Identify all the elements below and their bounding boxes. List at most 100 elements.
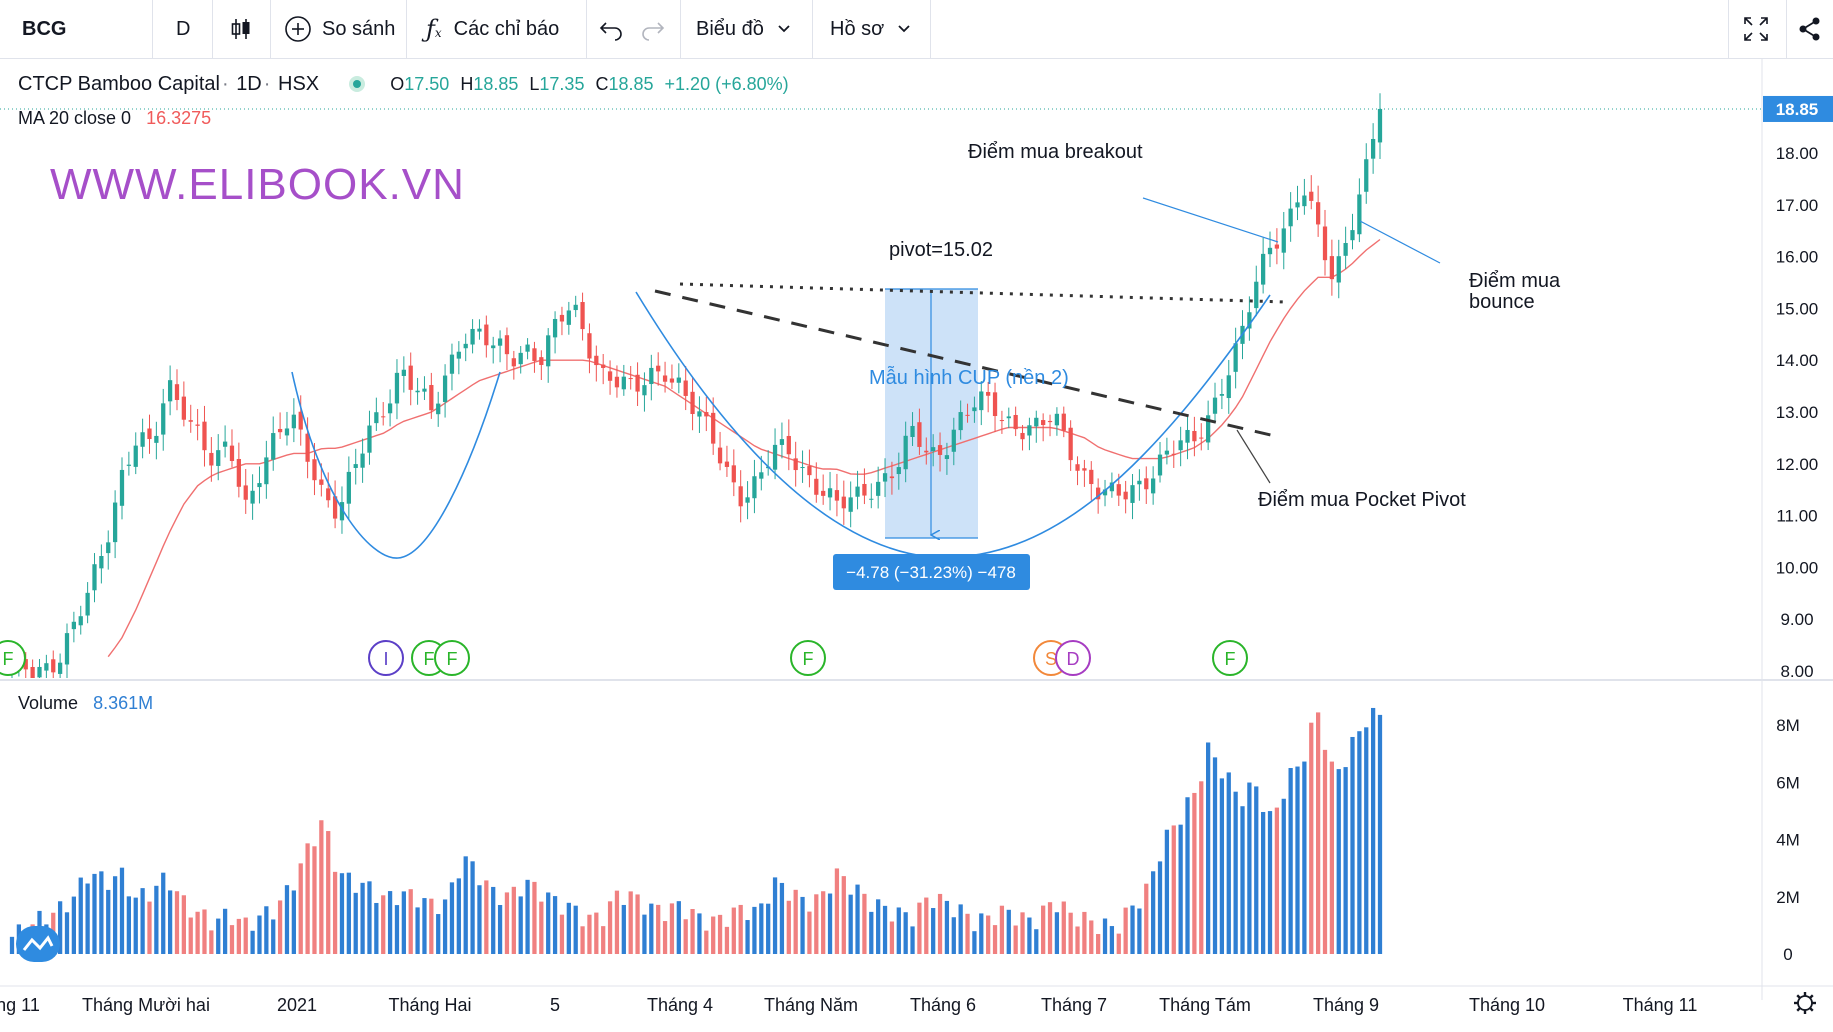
volume-bar: [552, 896, 558, 954]
candle-body: [85, 592, 90, 616]
volume-bar: [167, 890, 173, 954]
candle-body: [1329, 256, 1335, 280]
undo-button[interactable]: [598, 0, 624, 58]
fullscreen-button[interactable]: [1742, 0, 1770, 58]
volume-bar: [1233, 791, 1238, 954]
volume-bar: [876, 899, 881, 954]
candle-body: [896, 467, 901, 475]
candle-body: [456, 351, 461, 359]
volume-bar: [649, 903, 654, 954]
candle-body: [470, 328, 475, 345]
candle-body: [1226, 375, 1231, 399]
event-marker: F: [434, 640, 470, 676]
candle-body: [106, 542, 111, 554]
candle-body: [1288, 208, 1293, 227]
volume-bar: [972, 931, 977, 954]
share-icon: [1799, 17, 1820, 41]
chart-menu-label: Biểu đồ: [696, 17, 764, 40]
candle-body: [1130, 485, 1135, 503]
volume-bar: [216, 918, 221, 954]
volume-bar: [662, 921, 668, 954]
candle-body: [656, 365, 661, 372]
last-price-tag-label: 18.85: [1776, 100, 1819, 119]
ohlc-values: O17.50 H18.85 L17.35 C18.85 +1.20 (+6.80…: [390, 74, 794, 94]
profile-menu-button[interactable]: Hồ sơ: [830, 0, 912, 58]
volume-bar: [1219, 778, 1225, 954]
volume-bar: [1082, 911, 1087, 954]
candle-body: [401, 369, 406, 376]
candle-body: [1281, 228, 1286, 253]
candle-body: [889, 476, 895, 479]
candle-body: [731, 465, 736, 483]
breakout-pointer: [1142, 197, 1279, 243]
candle-body: [903, 435, 908, 470]
candle-body: [910, 425, 915, 437]
event-marker-label: F: [424, 649, 435, 669]
interval-button[interactable]: D: [176, 0, 190, 58]
volume-bar: [999, 905, 1005, 954]
gear-tooth: [1809, 1007, 1814, 1012]
volume-bar: [807, 911, 812, 954]
volume-legend: Volume 8.361M: [18, 693, 159, 714]
close-label: C: [595, 74, 609, 94]
candles: [9, 93, 1383, 678]
price-tick-label: 18.00: [1776, 144, 1819, 163]
candle-body: [51, 659, 56, 673]
compare-button[interactable]: So sánh: [284, 0, 395, 58]
candle-body: [944, 455, 950, 460]
volume-bar: [504, 892, 510, 954]
candle-body: [1370, 138, 1376, 159]
volume-bar: [174, 891, 180, 954]
time-tick-label: Tháng 9: [1313, 995, 1379, 1015]
candle-body: [1295, 202, 1300, 208]
candle-body: [126, 464, 131, 466]
volume-bar: [222, 908, 228, 954]
volume-bar: [1109, 926, 1115, 954]
volume-bar: [491, 886, 496, 954]
volume-bar: [57, 901, 63, 954]
volume-bar: [456, 878, 461, 954]
volume-bar: [339, 873, 345, 954]
volume-bar: [683, 919, 688, 954]
volume-bar: [236, 918, 241, 954]
redo-button[interactable]: [640, 0, 666, 58]
candle-body: [436, 403, 441, 415]
candle-body: [566, 310, 571, 325]
volume-bar: [449, 882, 455, 954]
candle-body: [697, 411, 702, 417]
interval-label: D: [176, 17, 191, 40]
candle-body: [917, 422, 922, 447]
volume-bar: [202, 909, 207, 954]
volume-bar: [992, 925, 998, 954]
candle-body: [1315, 202, 1321, 225]
volume-bar: [9, 936, 15, 954]
indicators-button[interactable]: ƒx Các chỉ báo: [426, 0, 559, 58]
volume-bar: [484, 880, 489, 954]
candle-body: [786, 435, 791, 455]
volume-bar: [1377, 714, 1383, 954]
share-button[interactable]: [1796, 0, 1824, 58]
volume-bar: [731, 907, 736, 954]
candle-body: [642, 385, 647, 396]
chart-style-button[interactable]: [228, 0, 254, 58]
volume-bar: [1370, 707, 1376, 954]
candle-body: [1357, 194, 1362, 235]
candle-body: [1116, 484, 1121, 496]
volume-bar: [1075, 926, 1080, 954]
symbol-search[interactable]: BCG: [22, 0, 66, 58]
candle-body: [614, 376, 620, 388]
volume-bar: [745, 920, 750, 954]
candle-body: [1350, 230, 1355, 241]
volume-bar: [1020, 912, 1025, 954]
candle-body: [1212, 397, 1218, 414]
candle-body: [284, 428, 290, 436]
volume-bar: [1185, 797, 1190, 954]
volume-bar: [195, 911, 200, 954]
chart-menu-button[interactable]: Biểu đồ: [696, 0, 792, 58]
candle-body: [1336, 256, 1341, 283]
candle-body: [1247, 312, 1252, 329]
grid: [0, 58, 1833, 1000]
candle-body: [1013, 414, 1018, 430]
candle-body: [999, 420, 1005, 422]
